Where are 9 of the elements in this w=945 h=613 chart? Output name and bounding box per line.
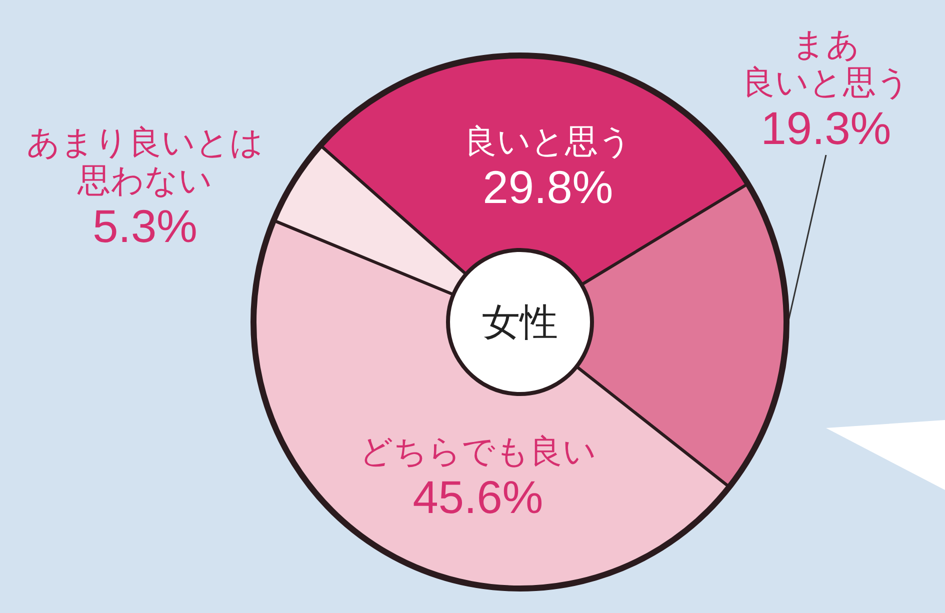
data-label: 5.3%: [92, 200, 198, 252]
slice-label: 良いと思う: [464, 122, 632, 160]
slice-label: まあ良いと思う: [742, 24, 910, 102]
data-label: 29.8%: [482, 161, 614, 213]
data-label: 45.6%: [412, 471, 544, 523]
text: 女性: [482, 300, 558, 344]
slice-label: どちらでも良い: [360, 432, 596, 470]
slice-label: あまり良いとは思わない: [26, 122, 264, 200]
data-label: 19.3%: [760, 102, 892, 154]
